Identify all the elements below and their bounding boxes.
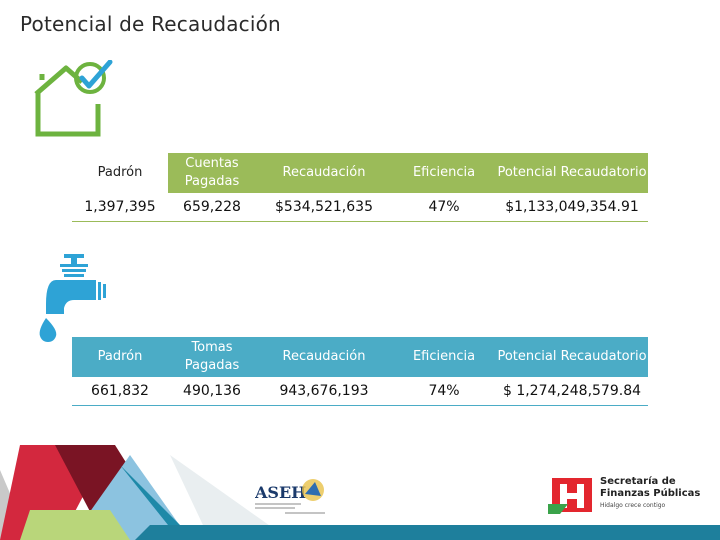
table-header-row: Padrón Tomas Pagadas Recaudación Eficien…: [72, 337, 648, 377]
cell-recaudacion: 943,676,193: [256, 377, 392, 406]
header-recaudacion: Recaudación: [256, 337, 392, 377]
cell-padron: 661,832: [72, 377, 168, 406]
table-row: 1,397,395 659,228 $534,521,635 47% $1,13…: [72, 193, 648, 222]
cell-potencial-recaudatorio: $1,133,049,354.91: [496, 193, 648, 222]
hidalgo-h-icon: [548, 478, 592, 514]
cell-potencial-recaudatorio: $ 1,274,248,579.84: [496, 377, 648, 406]
secretaria-finanzas-logo: Secretaría de Finanzas Públicas Hidalgo …: [548, 474, 701, 518]
logo-tagline: Hidalgo crece contigo: [600, 502, 666, 509]
aseh-logo: ASEH: [255, 479, 325, 514]
cell-cuentas-pagadas: 659,228: [168, 193, 256, 222]
header-eficiencia: Eficiencia: [392, 153, 496, 193]
header-eficiencia: Eficiencia: [392, 337, 496, 377]
cell-eficiencia: 47%: [392, 193, 496, 222]
table-header-row: Padrón Cuentas Pagadas Recaudación Efici…: [72, 153, 648, 193]
cell-padron: 1,397,395: [72, 193, 168, 222]
logo-text-line2: Finanzas Públicas: [600, 488, 701, 499]
page-title: Potencial de Recaudación: [20, 12, 281, 36]
footer-decoration: [0, 445, 720, 540]
header-padron: Padrón: [72, 153, 168, 193]
header-potencial-recaudatorio: Potencial Recaudatorio: [496, 337, 648, 377]
house-check-icon: [34, 60, 113, 137]
cell-tomas-pagadas: 490,136: [168, 377, 256, 406]
header-recaudacion: Recaudación: [256, 153, 392, 193]
header-potencial-recaudatorio: Potencial Recaudatorio: [496, 153, 648, 193]
header-padron: Padrón: [72, 337, 168, 377]
cell-recaudacion: $534,521,635: [256, 193, 392, 222]
faucet-icon: [39, 254, 106, 342]
water-table: Padrón Tomas Pagadas Recaudación Eficien…: [72, 337, 648, 406]
table-row: 661,832 490,136 943,676,193 74% $ 1,274,…: [72, 377, 648, 406]
cell-eficiencia: 74%: [392, 377, 496, 406]
property-tax-table: Padrón Cuentas Pagadas Recaudación Efici…: [72, 153, 648, 222]
logo-text-line1: Secretaría de: [600, 476, 676, 487]
header-cuentas-pagadas: Cuentas Pagadas: [168, 153, 256, 193]
header-tomas-pagadas: Tomas Pagadas: [168, 337, 256, 377]
svg-text:ASEH: ASEH: [255, 483, 306, 502]
